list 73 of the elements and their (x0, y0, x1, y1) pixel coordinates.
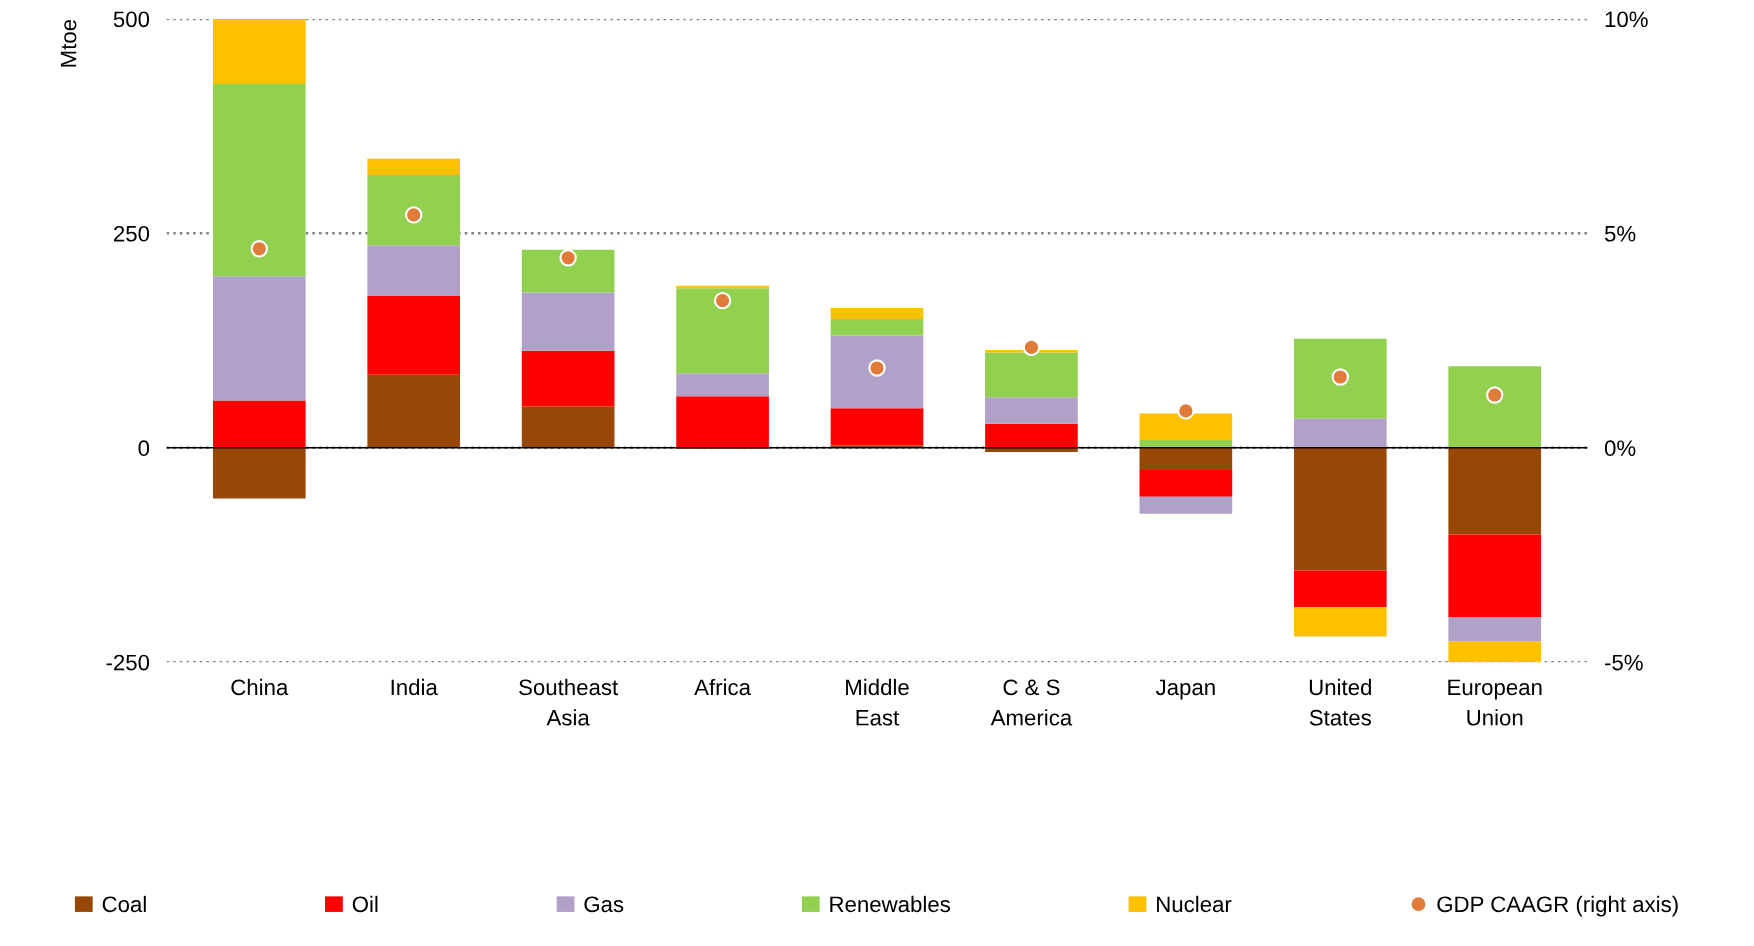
bar (212, 447, 306, 499)
legend-label: Coal (102, 895, 146, 913)
bar (1293, 570, 1387, 608)
bar (521, 406, 615, 448)
point (1177, 402, 1195, 420)
bar (985, 447, 1078, 453)
point (405, 206, 423, 224)
bar (830, 335, 924, 409)
y2-tick-label: -5% (1605, 654, 1643, 671)
bar (521, 350, 615, 407)
bar (1139, 496, 1233, 514)
point (250, 240, 268, 258)
bar (1139, 413, 1233, 441)
bar (1293, 607, 1387, 637)
point (1486, 386, 1504, 404)
bar (1448, 447, 1542, 535)
x-tick-label: India (391, 678, 438, 696)
bar (985, 397, 1078, 424)
bar (212, 18, 306, 85)
bar (1448, 366, 1542, 448)
legend-label: Renewables (830, 895, 950, 913)
legend-label: Oil (352, 895, 378, 913)
point (1022, 338, 1041, 357)
bar (1448, 617, 1542, 642)
bar (985, 352, 1078, 398)
point (1331, 368, 1349, 386)
bar (1139, 440, 1233, 448)
bar (676, 396, 769, 448)
legend-label: Gas (584, 896, 624, 913)
x-tick-label: United States (1309, 678, 1371, 726)
y2-tick-label: 10% (1605, 11, 1648, 28)
legend-label: GDP CAAGR (right axis) (1437, 895, 1678, 917)
bar (985, 423, 1078, 448)
x-tick-label: C & S America (990, 679, 1073, 726)
legend-label: Nuclear (1157, 895, 1232, 913)
y2-tick-label: 0% (1604, 440, 1636, 457)
bar (1293, 447, 1387, 571)
bar (367, 158, 461, 176)
bar (676, 288, 769, 374)
bar (367, 175, 461, 246)
x-tick-label: European Union (1448, 679, 1542, 726)
bar (521, 249, 615, 293)
bar (212, 400, 306, 448)
bar (212, 84, 306, 277)
bar (367, 295, 461, 375)
y-tick-label: 500 (113, 11, 150, 28)
x-tick-label: China (231, 678, 289, 696)
bar (1293, 418, 1387, 448)
bar (212, 276, 306, 401)
point (713, 292, 732, 310)
bar (830, 307, 924, 320)
y-tick-label: 250 (114, 225, 150, 242)
x-tick-label: Japan (1155, 679, 1215, 700)
bar (1139, 447, 1233, 471)
point (559, 249, 577, 267)
bar (1448, 534, 1542, 618)
bar (367, 374, 461, 448)
point (868, 359, 886, 377)
bar (1293, 338, 1387, 419)
x-tick-label: Middle East (846, 678, 909, 726)
x-tick-label: Africa (694, 678, 751, 696)
y-tick-label: 0 (138, 440, 150, 457)
y-axis-title: Mtoe (60, 19, 77, 67)
bar (521, 292, 615, 351)
x-tick-label: Southeast Asia (519, 678, 619, 726)
y-tick-label: -250 (106, 654, 150, 671)
bar (676, 373, 769, 397)
bar (1139, 470, 1233, 497)
bar (367, 245, 461, 296)
bar (1448, 641, 1542, 663)
bar (830, 408, 924, 446)
bar (830, 319, 924, 336)
y2-tick-label: 5% (1604, 225, 1636, 242)
